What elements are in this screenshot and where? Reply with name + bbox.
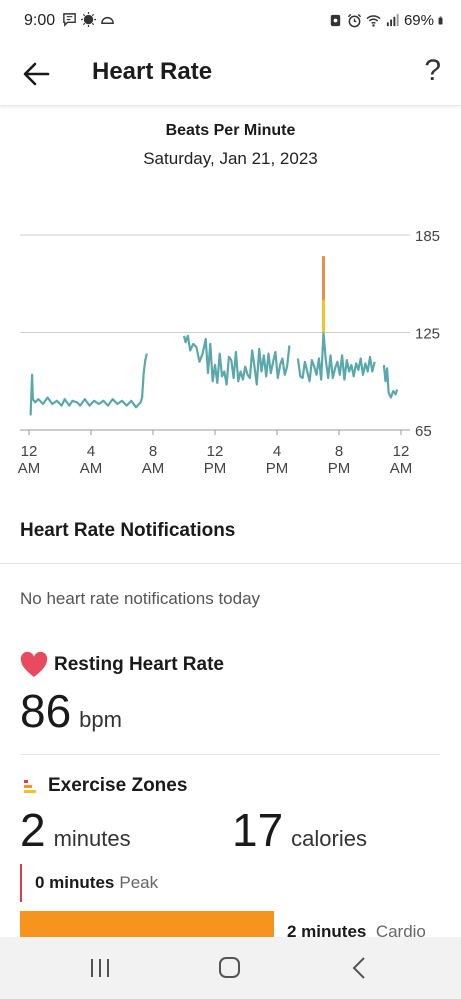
x-tick-label: PM: [204, 460, 227, 477]
x-tick-label: AM: [390, 460, 413, 477]
exercise-zones-title: Exercise Zones: [48, 775, 188, 796]
cardio-zone-bar: [20, 911, 274, 941]
exercise-minutes-unit: minutes: [53, 826, 131, 851]
x-tick-label: 4: [273, 443, 281, 460]
home-icon[interactable]: [210, 955, 250, 981]
peak-zone-row: 0 minutes Peak: [20, 864, 158, 902]
status-time: 9:00: [24, 12, 56, 29]
x-tick-label: AM: [80, 460, 103, 477]
exercise-calories-value: 17: [232, 804, 284, 856]
weather-icon: [81, 12, 96, 27]
x-tick-label: AM: [18, 460, 41, 477]
exercise-calories-row: 17 calories: [232, 807, 367, 853]
x-tick-label: 12: [21, 443, 38, 460]
x-tick-label: 4: [87, 443, 95, 460]
heart-rate-line: [382, 364, 399, 399]
x-tick-label: 8: [335, 443, 343, 460]
back-nav-icon[interactable]: [340, 955, 380, 981]
heart-rate-line: [182, 334, 291, 386]
cardio-zone-text: 2 minutes Cardio: [287, 922, 426, 942]
chart-date: Saturday, Jan 21, 2023: [143, 149, 318, 168]
peak-zone-value: 0 minutes: [35, 873, 115, 892]
resting-heart-rate-value-row: 86 bpm: [20, 688, 122, 734]
exercise-minutes-row: 2 minutes: [20, 807, 131, 853]
cardio-zone-label: Cardio: [375, 922, 426, 941]
help-button[interactable]: ?: [424, 54, 441, 87]
signal-icon: [386, 13, 399, 27]
app-bar: Heart Rate ?: [0, 44, 461, 106]
battery-icon: [438, 16, 443, 25]
status-bar: 9:00 69%: [0, 0, 461, 44]
status-right: 69%: [328, 12, 447, 29]
wifi-icon: [366, 15, 381, 27]
heart-rate-line: [296, 331, 376, 383]
recent-apps-icon[interactable]: [80, 955, 120, 981]
back-arrow-icon[interactable]: [20, 58, 52, 90]
zones-icon: [24, 780, 36, 793]
x-tick-label: PM: [266, 460, 289, 477]
cardio-zone-value: 2 minutes: [287, 922, 367, 941]
resting-heart-rate-header[interactable]: Resting Heart Rate: [20, 652, 224, 678]
exercise-calories-unit: calories: [291, 826, 367, 851]
peak-zone-label: Peak: [119, 873, 159, 892]
resting-heart-rate-unit: bpm: [79, 707, 122, 732]
notifications-heading: Heart Rate Notifications: [20, 520, 236, 541]
resting-heart-rate-value: 86: [20, 685, 72, 737]
divider: [20, 754, 440, 755]
y-tick-label: 185: [415, 228, 440, 245]
y-tick-label: 125: [415, 326, 440, 343]
divider: [0, 563, 461, 564]
page-title: Heart Rate: [92, 58, 213, 85]
exercise-zones-header[interactable]: Exercise Zones: [20, 775, 187, 797]
notifications-empty-text: No heart rate notifications today: [20, 589, 261, 608]
alarm-icon: [347, 13, 362, 28]
cloud-icon: [101, 17, 114, 24]
x-tick-label: 12: [393, 443, 410, 460]
message-icon: [63, 13, 76, 27]
battery-percent: 69%: [403, 12, 434, 29]
resting-heart-rate-title: Resting Heart Rate: [54, 654, 224, 675]
system-nav-bar: [0, 937, 461, 999]
chart-title: Beats Per Minute: [165, 122, 296, 139]
x-tick-label: AM: [142, 460, 165, 477]
peak-zone-indicator: [20, 864, 22, 902]
x-tick-label: 8: [149, 443, 157, 460]
exercise-minutes-value: 2: [20, 804, 46, 856]
nfc-icon: [330, 14, 341, 27]
heart-rate-line: [29, 353, 148, 416]
heart-icon: [20, 652, 48, 677]
status-left-icons: [62, 12, 115, 27]
y-tick-label: 65: [415, 423, 432, 440]
x-tick-label: 12: [207, 443, 224, 460]
x-tick-label: PM: [328, 460, 351, 477]
